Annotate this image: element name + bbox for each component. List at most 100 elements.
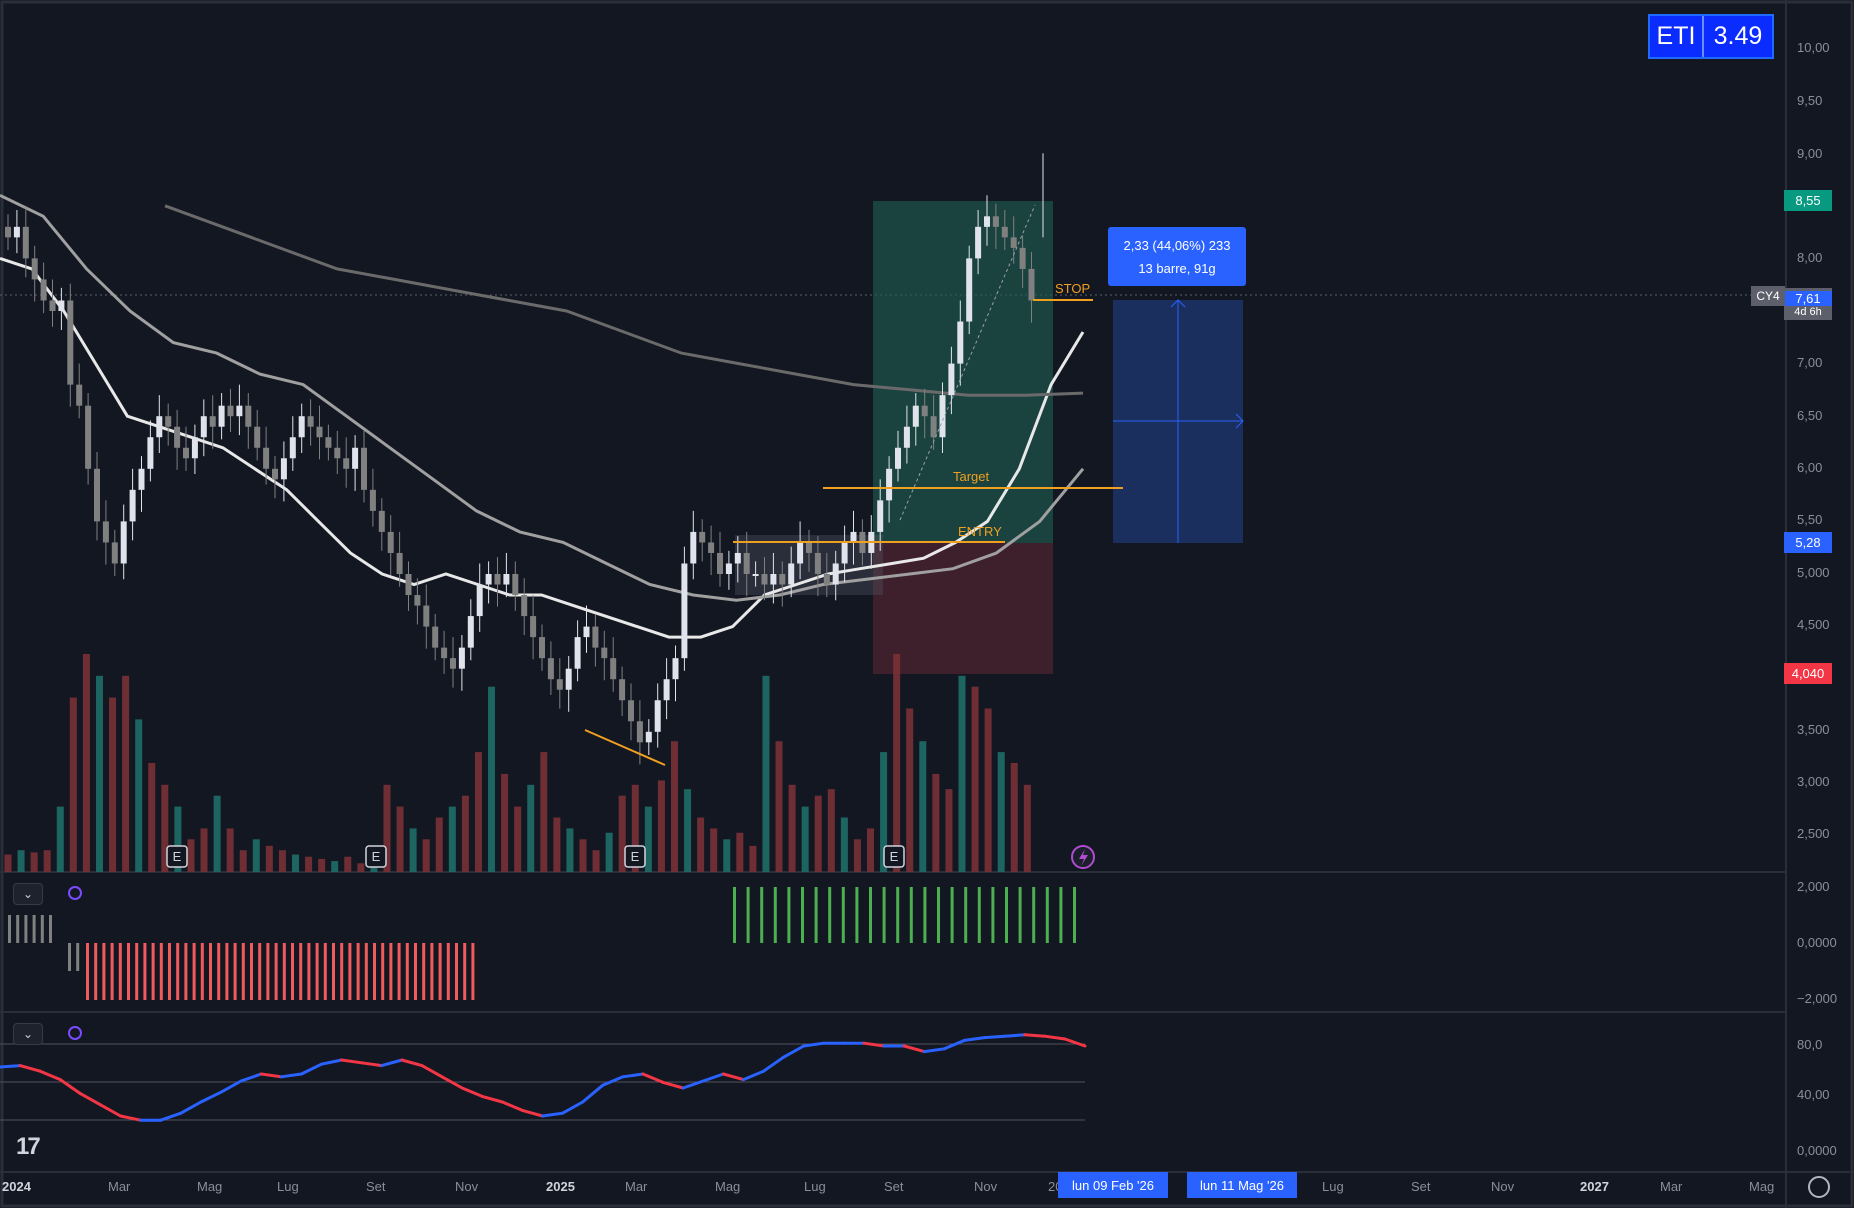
- hist-bar: [381, 943, 385, 1000]
- osc-segment: [802, 1041, 826, 1048]
- osc-segment: [1063, 1037, 1087, 1048]
- volume-bar: [148, 763, 156, 872]
- volume-bar: [919, 741, 927, 872]
- earnings-marker[interactable]: [883, 845, 905, 868]
- cy4-label[interactable]: CY4: [1751, 286, 1785, 306]
- refresh-icon[interactable]: [68, 886, 82, 900]
- refresh-icon[interactable]: [68, 1026, 82, 1040]
- osc-segment: [701, 1072, 725, 1083]
- volume-bar: [1023, 784, 1031, 872]
- candle-body: [574, 637, 581, 669]
- osc1-axis[interactable]: 2,000 0,0000 −2,000: [1797, 879, 1837, 1006]
- profit-zone[interactable]: [873, 201, 1053, 543]
- hist-bar: [1005, 887, 1008, 943]
- symbol-badge[interactable]: ETI 3.49: [1648, 14, 1774, 59]
- volume-bar: [357, 863, 365, 872]
- svg-text:5,50: 5,50: [1797, 512, 1822, 527]
- volume-bar: [618, 795, 626, 872]
- candle-body: [378, 510, 385, 532]
- price-axis[interactable]: 10,00 9,50 9,00 8,00 7,00 6,50 6,00 5,50…: [1797, 40, 1830, 841]
- hist-bar: [855, 887, 859, 943]
- candle-body: [476, 584, 483, 617]
- divergence-line[interactable]: [584, 729, 666, 766]
- earnings-marker[interactable]: [624, 845, 646, 868]
- osc-segment: [601, 1075, 625, 1087]
- time-label: Lug: [804, 1179, 826, 1194]
- candle-body: [672, 658, 679, 680]
- candle-body: [361, 447, 367, 490]
- hist-bar: [1073, 887, 1076, 943]
- hist-bar: [291, 943, 294, 1000]
- candle-body: [218, 405, 225, 427]
- candle-body: [102, 521, 109, 543]
- time-label: Nov: [455, 1179, 479, 1194]
- chevron-down-icon: ⌄: [22, 887, 34, 901]
- hist-bar: [828, 887, 832, 943]
- volume-bar: [435, 817, 443, 872]
- hist-bar: [24, 915, 28, 943]
- candle-body: [450, 658, 456, 669]
- hist-bar: [446, 943, 450, 1000]
- volume-bars: [4, 654, 1031, 872]
- hist-bar: [1032, 887, 1036, 943]
- candle-body: [850, 531, 857, 543]
- hist-bar: [323, 943, 327, 1000]
- osc-segment: [219, 1079, 243, 1094]
- symbol-value: 3.49: [1713, 22, 1763, 50]
- candle-body: [316, 426, 323, 438]
- measure-line-1: 2,33 (44,06%) 233: [1123, 237, 1231, 253]
- volume-bar: [762, 675, 770, 872]
- hist-bar: [977, 887, 981, 943]
- time-axis[interactable]: 2024 Mar Mag Lug Set Nov 2025 Mar Mag Lug Set Nov 20…: [2, 1179, 1774, 1194]
- candle-body: [120, 521, 127, 564]
- volume-bar: [82, 654, 90, 872]
- hist-bar: [1018, 887, 1022, 943]
- osc-segment: [239, 1072, 263, 1083]
- earnings-marker[interactable]: [166, 845, 188, 868]
- volume-bar: [161, 784, 169, 872]
- candle-body: [984, 216, 990, 227]
- tradingview-logo[interactable]: 17: [16, 1133, 41, 1160]
- volume-bar: [226, 828, 234, 872]
- candle-body: [556, 679, 563, 690]
- volume-bar: [56, 806, 64, 872]
- osc-segment: [380, 1058, 404, 1068]
- svg-text:6,00: 6,00: [1797, 460, 1822, 475]
- candle-body: [645, 731, 652, 743]
- current-price: 7,61: [1784, 290, 1832, 306]
- volume-bar: [265, 845, 273, 872]
- osc2-axis[interactable]: 80,0 40,00 0,0000: [1797, 1037, 1837, 1158]
- collapse-pane-button-1[interactable]: ⌄: [13, 883, 43, 905]
- candle-body: [975, 226, 982, 259]
- candle-body: [530, 616, 537, 638]
- hist-bar: [397, 943, 401, 1000]
- osc-segment: [621, 1072, 645, 1079]
- candle-body: [521, 595, 528, 617]
- time-label: Mag: [1749, 1179, 1774, 1194]
- moving-averages: [0, 193, 1085, 639]
- volume-bar: [488, 686, 496, 872]
- hist-bar: [225, 943, 229, 1000]
- svg-text:6,50: 6,50: [1797, 408, 1822, 423]
- osc-segment: [400, 1058, 424, 1068]
- collapse-pane-button-2[interactable]: ⌄: [13, 1023, 43, 1045]
- candle-body: [129, 489, 136, 522]
- svg-text:8,00: 8,00: [1797, 250, 1822, 265]
- hist-bar: [299, 943, 303, 1000]
- sma-long-line: [164, 204, 1084, 397]
- earnings-marker[interactable]: [365, 845, 387, 868]
- earnings-label: E: [890, 849, 899, 864]
- hist-bar: [159, 943, 163, 1000]
- osc-segment: [520, 1108, 544, 1118]
- hist-bar: [40, 915, 44, 943]
- candle-body: [681, 563, 688, 659]
- volume-bar: [461, 795, 469, 872]
- hist-bar: [787, 887, 791, 943]
- hist-bar: [964, 887, 968, 943]
- osc-segment: [782, 1044, 806, 1059]
- settings-icon[interactable]: [1808, 1176, 1830, 1198]
- candle-body: [387, 531, 394, 553]
- volume-bar: [422, 839, 430, 872]
